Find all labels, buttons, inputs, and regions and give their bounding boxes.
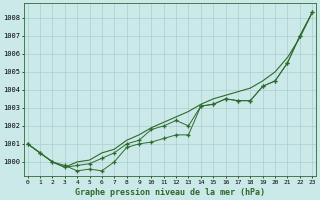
X-axis label: Graphe pression niveau de la mer (hPa): Graphe pression niveau de la mer (hPa) bbox=[75, 188, 265, 197]
